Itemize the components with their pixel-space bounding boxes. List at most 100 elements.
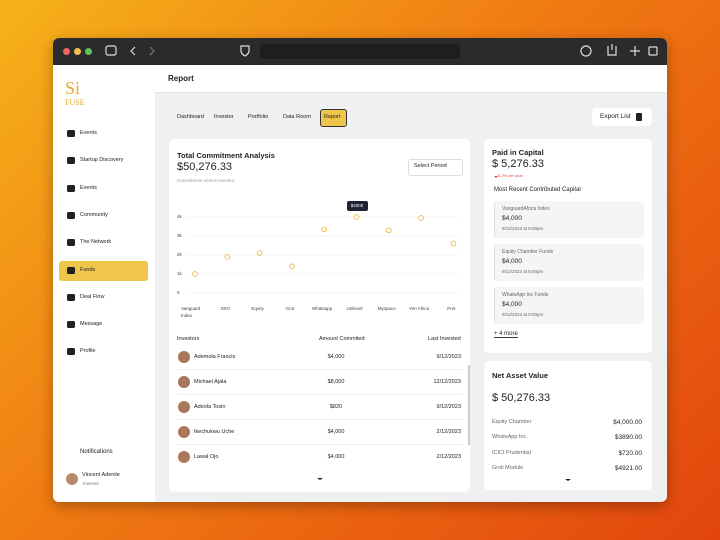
minimize[interactable] <box>74 48 81 55</box>
tab[interactable]: Dashboard <box>177 114 204 120</box>
nav-icon <box>67 157 75 165</box>
avatar <box>178 376 190 388</box>
scrollbar <box>468 365 470 445</box>
item-amount: $4,000 <box>502 258 522 265</box>
export-label[interactable]: Export List <box>600 113 631 120</box>
table-header: Investors <box>177 336 200 342</box>
avatar <box>178 451 190 463</box>
address-bar[interactable] <box>260 44 460 59</box>
row-divider <box>177 419 463 420</box>
share[interactable] <box>607 44 617 56</box>
expand-arrow[interactable] <box>317 478 323 480</box>
tabs[interactable] <box>648 46 658 56</box>
point <box>418 215 424 221</box>
table-header: Last Invested <box>428 336 461 342</box>
x-tick-label: Pret <box>447 306 456 311</box>
amount: $4,000 <box>327 429 345 435</box>
x-tick-label: Vanguard Index <box>181 306 201 318</box>
forward[interactable] <box>149 46 155 56</box>
item-name: WhatsApp Inc Funds <box>502 292 549 298</box>
capital-amount: $ 5,276.33 <box>492 158 544 170</box>
nav-icon <box>67 130 75 137</box>
tab[interactable]: Data Room <box>283 114 311 120</box>
asset-value: $3890.00 <box>614 434 642 442</box>
investor-name: Ademola Francis <box>194 354 236 360</box>
nav-item[interactable]: Community <box>80 211 108 218</box>
item-amount: $4,000 <box>502 301 522 308</box>
export-button[interactable] <box>592 108 652 126</box>
download[interactable] <box>580 45 592 57</box>
nav-icon <box>67 321 75 329</box>
date: 2/12/2023 <box>436 454 461 460</box>
point <box>385 227 392 234</box>
tab[interactable]: Investor <box>214 114 234 120</box>
tab[interactable]: Report <box>324 114 341 120</box>
avatar <box>66 473 78 485</box>
nav-icon <box>67 348 75 356</box>
y-tick-label: 4k <box>177 214 182 219</box>
period-label[interactable]: Select Period <box>414 163 447 169</box>
investor-name: Adeola Tosin <box>194 404 226 410</box>
asset-value: $4921.00 <box>614 464 642 472</box>
capital-change: 5.2% per year <box>498 173 523 178</box>
date: 9/12/2023 <box>436 354 461 360</box>
row-divider <box>177 444 463 445</box>
asset-value: $720.00 <box>618 449 643 457</box>
net-asset-card <box>484 361 652 490</box>
back[interactable] <box>130 46 136 56</box>
shield[interactable] <box>240 45 250 57</box>
active-tab <box>320 109 347 127</box>
notifications[interactable]: Notifications <box>80 449 113 455</box>
x-tick-label: Grot <box>285 306 295 311</box>
header-bar <box>155 65 667 93</box>
nav-item[interactable]: Events <box>80 184 97 191</box>
nav-item[interactable]: Profile <box>80 348 96 355</box>
nav-item[interactable]: Deal Flow <box>80 293 105 300</box>
y-tick-label: 3k <box>177 233 182 238</box>
commitment-subtitle: Commitment versus Investor <box>177 178 235 183</box>
nav-item[interactable]: The Network <box>80 239 112 246</box>
close[interactable] <box>63 48 70 55</box>
tooltip-label: $4000 <box>350 203 364 208</box>
x-tick-label: Yen Africa <box>409 306 430 311</box>
toolbar-icons <box>105 44 658 57</box>
user-role: Investor <box>83 481 100 486</box>
avatar <box>178 351 190 363</box>
tab[interactable]: Portfolio <box>248 114 269 120</box>
active-nav <box>59 260 148 281</box>
more-link[interactable]: + 4 more <box>494 331 518 338</box>
maximize[interactable] <box>85 48 92 55</box>
sidebar-icon[interactable] <box>105 45 117 56</box>
avatar <box>178 426 190 438</box>
y-tick-label: 2k <box>177 252 182 257</box>
point <box>450 240 457 247</box>
y-tick-label: 1k <box>177 271 182 276</box>
nav-item[interactable]: Message <box>80 321 103 328</box>
recent-title: Most Recent Contributed Capital <box>494 187 581 193</box>
row-divider <box>177 369 463 370</box>
avatar <box>178 401 190 413</box>
table-header: Amount Commited <box>319 336 365 342</box>
asset-name: Groli Module <box>492 464 524 471</box>
logo-bottom: FUSE <box>65 98 85 107</box>
x-tick-label: Myspace <box>377 306 396 311</box>
user-name: Vincent Adeniie <box>82 472 120 478</box>
nav-item[interactable]: Startup Discovery <box>80 157 124 164</box>
nav-icon <box>67 184 75 192</box>
item-date: 9/12/2023 at 8:00pm <box>502 312 544 317</box>
period-button[interactable] <box>408 159 463 176</box>
date: 9/12/2023 <box>436 404 461 410</box>
point <box>321 226 328 233</box>
point <box>353 214 360 220</box>
tooltip <box>346 201 368 211</box>
commitment-card <box>169 139 470 492</box>
x-tick-label: Whatsapp <box>312 306 333 311</box>
net-asset-title: Net Asset Value <box>492 371 548 380</box>
expand-arrow[interactable] <box>565 479 571 481</box>
new-tab[interactable] <box>630 46 640 56</box>
item-date: 9/12/2023 at 8:00pm <box>502 269 544 274</box>
nav-item[interactable]: Events <box>80 130 97 136</box>
nav-item[interactable]: Funds <box>80 266 96 273</box>
asset-value: $4,000.00 <box>613 419 642 426</box>
